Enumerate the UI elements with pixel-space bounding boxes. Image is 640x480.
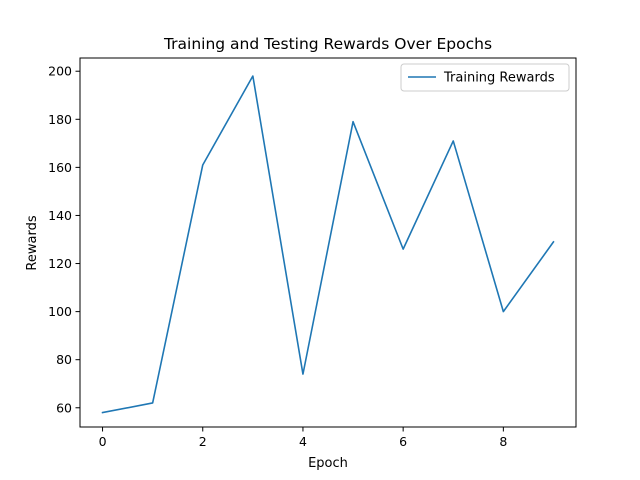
- y-axis-label: Rewards: [25, 215, 40, 270]
- series-line-0: [101, 75, 555, 414]
- series-layer: [101, 75, 555, 414]
- y-tick-label: 140: [48, 208, 72, 223]
- plot-frame: [79, 57, 577, 428]
- x-tick-label: 6: [399, 434, 407, 449]
- legend: Training Rewards: [400, 63, 570, 92]
- x-tick-label: 2: [199, 434, 207, 449]
- x-tick-label: 0: [99, 434, 107, 449]
- y-tick-label: 120: [48, 256, 72, 271]
- y-tick-label: 60: [56, 400, 72, 415]
- legend-box: [400, 63, 570, 92]
- y-tick-label: 100: [48, 304, 72, 319]
- legend-entry-training-rewards: Training Rewards: [443, 71, 555, 86]
- y-tick-label: 80: [56, 352, 72, 367]
- y-tick-label: 200: [48, 64, 72, 79]
- plot-area: [80, 58, 576, 427]
- x-axis-ticks: 0 2 4 6 8: [99, 427, 507, 449]
- x-tick-label: 4: [299, 434, 307, 449]
- x-tick-label: 8: [499, 434, 507, 449]
- chart-title: Training and Testing Rewards Over Epochs: [163, 35, 492, 53]
- y-axis-ticks: 60 80 100 120 140 160 180 200: [48, 64, 80, 415]
- y-tick-label: 180: [48, 112, 72, 127]
- y-tick-label: 160: [48, 160, 72, 175]
- x-axis-label: Epoch: [308, 456, 348, 471]
